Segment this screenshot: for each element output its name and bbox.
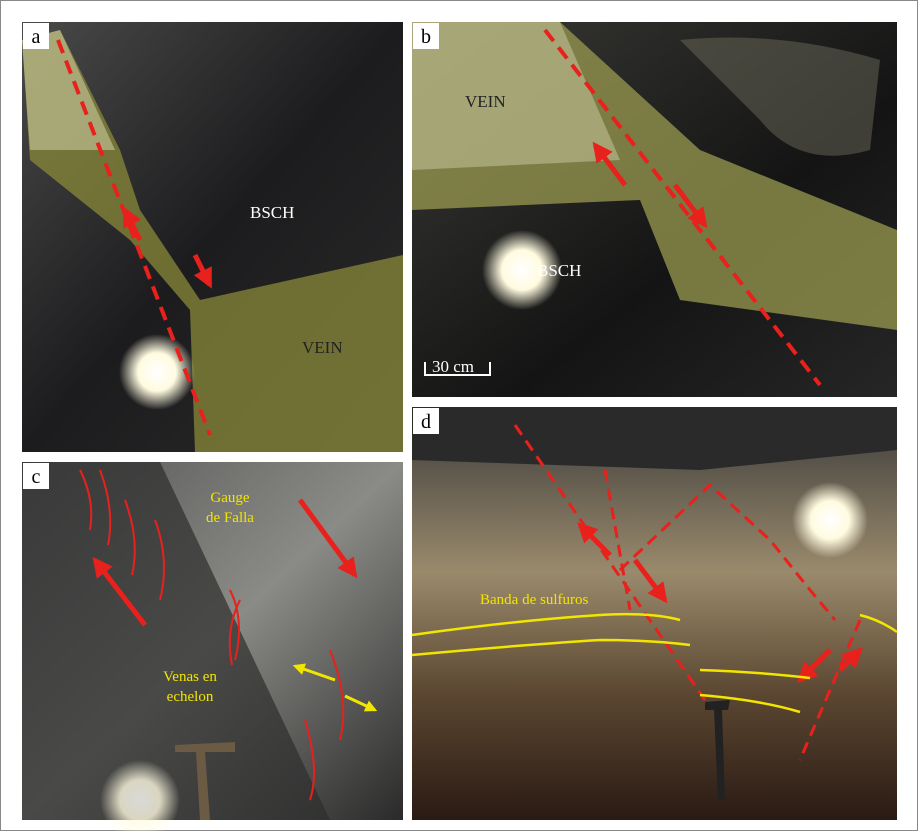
annotation: Banda de sulfuros: [480, 592, 588, 608]
annotation: VEIN: [302, 338, 343, 357]
figure: a b c d BSCH VEIN VEIN BSCH 30 cm Gauge …: [0, 0, 918, 831]
panel-label: b: [421, 26, 431, 48]
panel-d: [412, 407, 897, 820]
panel-label: a: [32, 26, 41, 48]
scale-bar-label: 30 cm: [432, 357, 474, 376]
annotation: echelon: [167, 689, 214, 705]
annotation: de Falla: [206, 510, 254, 526]
annotation: VEIN: [465, 92, 506, 111]
panel-label: c: [32, 466, 41, 488]
annotation: BSCH: [537, 261, 581, 280]
annotation: Venas en: [163, 669, 217, 685]
panel-b: [412, 22, 897, 397]
annotation: BSCH: [250, 203, 294, 222]
annotation: Gauge: [210, 490, 249, 506]
panel-a: [22, 22, 403, 452]
panel-label: d: [421, 411, 431, 433]
